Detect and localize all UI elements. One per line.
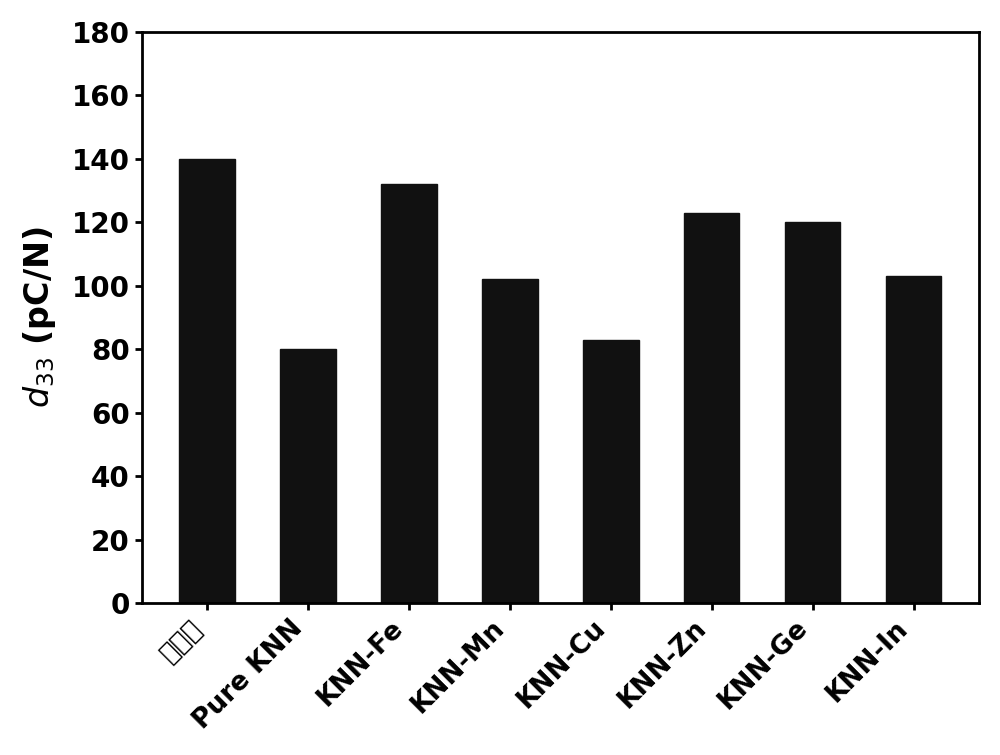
Bar: [179, 159, 235, 603]
Bar: [482, 279, 538, 603]
Bar: [684, 213, 739, 603]
Bar: [785, 222, 840, 603]
Y-axis label: $\mathit{d}_{33}$ (pC/N): $\mathit{d}_{33}$ (pC/N): [21, 226, 58, 408]
Bar: [886, 276, 941, 603]
Bar: [280, 350, 336, 603]
Bar: [381, 184, 437, 603]
Bar: [583, 340, 639, 603]
